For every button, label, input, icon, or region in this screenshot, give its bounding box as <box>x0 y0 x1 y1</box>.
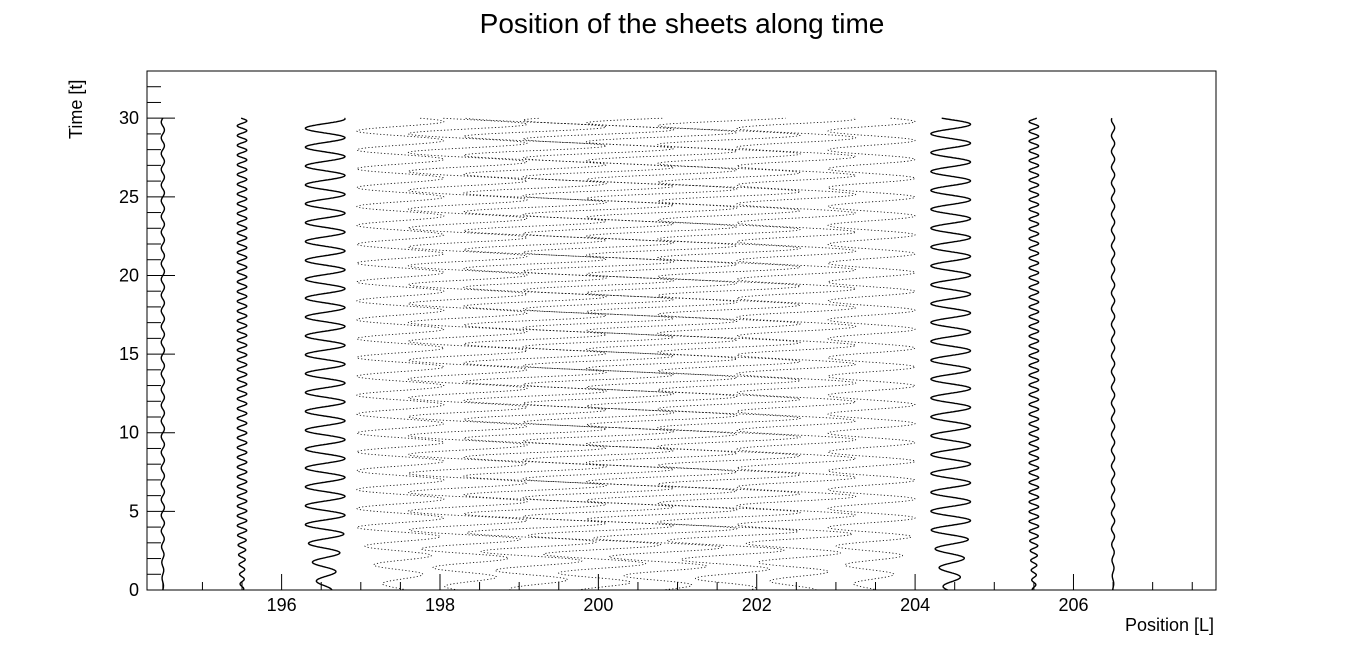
sheet-trajectory <box>736 117 857 591</box>
x-tick-label: 204 <box>900 595 930 615</box>
sheet-trajectory <box>304 117 346 591</box>
x-axis-title: Position [L] <box>1125 615 1214 635</box>
chart-title: Position of the sheets along time <box>479 8 885 39</box>
y-tick-label: 15 <box>119 344 139 364</box>
sheet-trajectory <box>930 117 972 591</box>
sheet-trajectory <box>827 117 916 591</box>
sheet-trajectory <box>463 117 607 591</box>
sheet-trajectory <box>585 117 738 591</box>
y-tick-label: 30 <box>119 108 139 128</box>
x-tick-label: 196 <box>267 595 297 615</box>
sheet-trajectory <box>356 117 445 591</box>
sheet-trajectory <box>522 117 675 591</box>
y-tick-label: 0 <box>129 580 139 600</box>
sheet-trajectory <box>1110 117 1116 591</box>
y-tick-label: 25 <box>119 187 139 207</box>
sheet-trajectory <box>657 117 801 591</box>
y-tick-label: 5 <box>129 501 139 521</box>
sheets-layer <box>160 117 1116 591</box>
sheet-trajectory <box>1028 117 1040 590</box>
x-tick-label: 200 <box>583 595 613 615</box>
y-tick-label: 20 <box>119 265 139 285</box>
x-tick-label: 202 <box>742 595 772 615</box>
axes-layer: 0 5 10 15 20 25 30 196 198 200 202 204 206 <box>119 70 1193 615</box>
sheet-trajectory <box>407 117 528 591</box>
plot-frame <box>146 70 1217 591</box>
x-tick-label: 206 <box>1058 595 1088 615</box>
y-axis-title: Time [t] <box>66 80 86 139</box>
sheet-trajectory <box>236 117 248 591</box>
y-tick-label: 10 <box>119 423 139 443</box>
x-tick-label: 198 <box>425 595 455 615</box>
